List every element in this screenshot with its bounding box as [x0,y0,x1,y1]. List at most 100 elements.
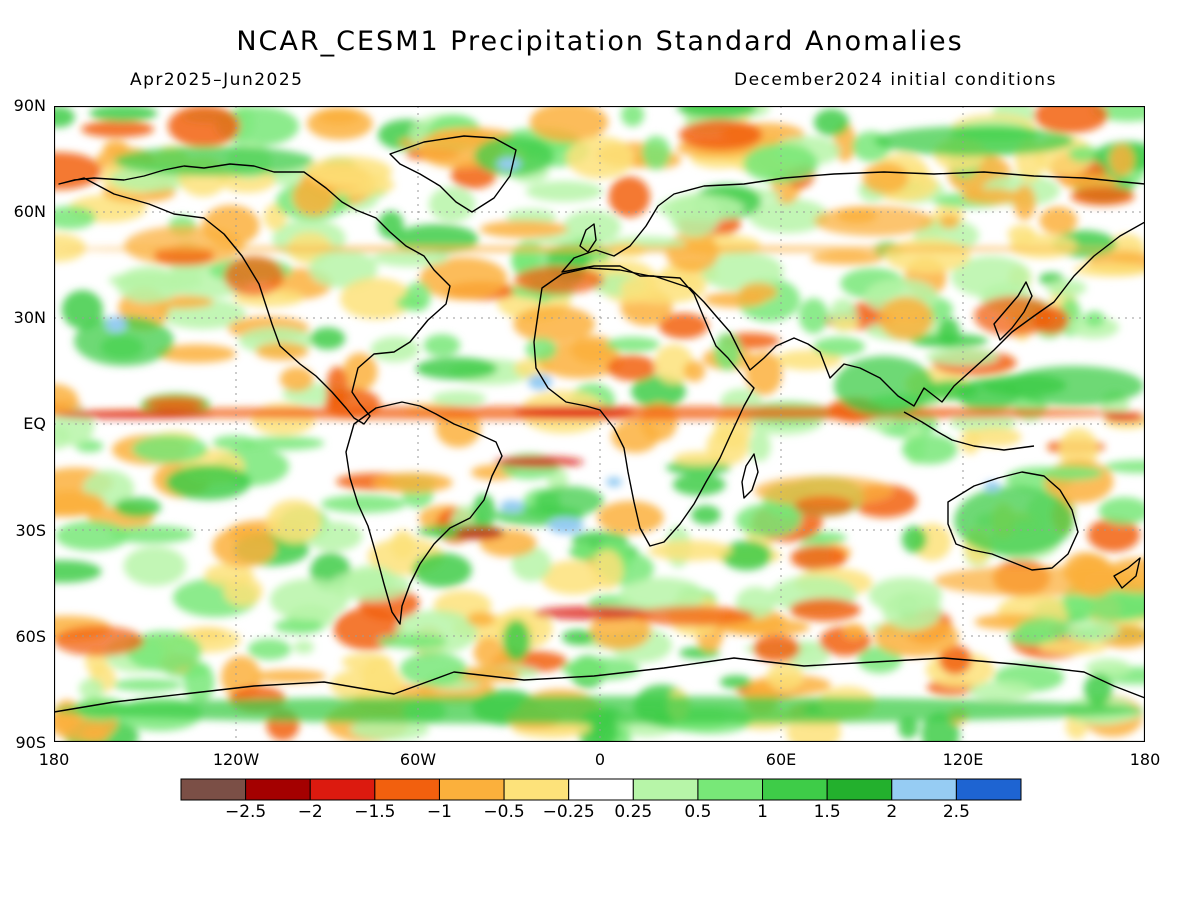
colorbar-swatch [438,778,505,801]
anomaly-patch [832,318,860,331]
colorbar-label: 0.25 [614,802,653,822]
forecast-period: Apr2025–Jun2025 [130,70,304,90]
anomaly-feature [1104,414,1145,422]
anomaly-patch [279,366,314,392]
anomaly-patch [342,352,378,391]
anomaly-feature [974,296,1054,336]
anomaly-patch [396,295,426,311]
lon-label-60e: 60E [765,750,797,769]
anomaly-patch [306,107,373,140]
colorbar-swatch [503,778,570,801]
anomaly-feature [54,411,214,419]
anomaly-patch [266,499,322,544]
colorbar-label: 2 [886,802,898,822]
lon-label-180e: 180 [1129,750,1161,769]
anomaly-patch [329,570,411,601]
coast-australia [947,471,1079,571]
anomaly-patch [666,231,719,273]
anomaly-patch [1062,619,1120,642]
anomaly-feature [834,356,934,416]
lon-label-0: 0 [594,750,606,769]
coast-new-zealand [1113,557,1141,589]
anomaly-patch [114,497,162,518]
anomaly-patch [370,336,420,363]
anomaly-patch [570,335,617,364]
anomaly-patch [1039,206,1078,235]
anomaly-patch [109,525,194,544]
anomaly-patch [713,332,742,371]
initial-conditions: December2024 initial conditions [734,70,1057,90]
anomaly-patch [349,718,430,741]
anomaly-patch [925,347,999,366]
anomaly-patch [412,552,472,588]
coast-greenland [389,135,517,213]
anomaly-wet-spot [606,477,622,487]
anomaly-patch [672,473,726,496]
colorbar-label: 1.5 [813,802,841,822]
anomaly-patch [679,119,763,151]
anomaly-patch [479,220,568,238]
anomaly-patch [1013,184,1036,221]
anomaly-patch [1068,316,1119,339]
anomaly-wet-spot [497,158,521,170]
anomaly-patch [103,140,129,156]
anomaly-feature [494,456,584,468]
anomaly-patch [89,106,158,122]
anomaly-patch [1073,262,1145,277]
anomaly-feature [454,526,504,540]
anomaly-patch [372,249,449,267]
colorbar [180,778,1022,801]
anomaly-patch [269,578,349,621]
anomaly-patch [1087,517,1140,552]
colorbar-label: 1 [757,802,768,822]
anomaly-patch [597,500,664,535]
colorbar-label: −0.5 [483,802,525,822]
anomaly-patch [1040,465,1103,481]
anomaly-patch [745,351,783,396]
anomaly-patch [419,257,508,301]
anomaly-feature [514,266,604,294]
anomaly-wet-spot [106,316,126,332]
lat-label-90n: 90N [13,96,46,115]
anomaly-patch [561,657,640,681]
anomaly-patch [691,505,721,525]
anomaly-wet-spot [984,481,1000,491]
anomaly-patch [842,623,867,640]
anomaly-patch [372,472,453,493]
anomaly-feature [54,246,1145,252]
anomaly-patch [423,334,461,357]
lat-label-60s: 60S [15,627,46,646]
anomaly-patch [1038,639,1108,655]
anomaly-patch [126,630,202,672]
anomaly-patch [677,106,758,118]
anomaly-patch [274,618,324,634]
anomaly-patch [540,560,607,595]
anomaly-patch [753,634,800,663]
anomaly-feature [514,406,634,418]
anomaly-patch [390,529,415,559]
colorbar-swatch [568,778,634,801]
anomaly-patch [525,337,557,362]
anomaly-map [54,106,1145,742]
colorbar-swatch [374,778,440,801]
anomaly-patch [144,396,205,410]
chart-title: NCAR_CESM1 Precipitation Standard Anomal… [236,26,964,57]
anomaly-feature [794,496,854,516]
anomaly-field [54,106,1145,742]
anomaly-patch [212,435,256,450]
lat-label-90s: 90S [15,733,46,752]
anomaly-patch [790,545,847,571]
anomaly-patch [306,156,392,188]
colorbar-label: −1 [426,802,452,822]
anomaly-patch [862,162,909,194]
anomaly-patch [378,210,404,240]
anomaly-patch [962,188,1022,205]
anomaly-patch [901,525,927,554]
anomaly-patch [592,549,624,590]
anomaly-patch [1109,144,1135,176]
colorbar-label: 0.5 [684,802,712,822]
coast-eurasia [561,171,1145,407]
anomaly-patch [81,120,155,138]
coast-indonesia [903,411,1035,451]
anomaly-feature [634,606,754,626]
